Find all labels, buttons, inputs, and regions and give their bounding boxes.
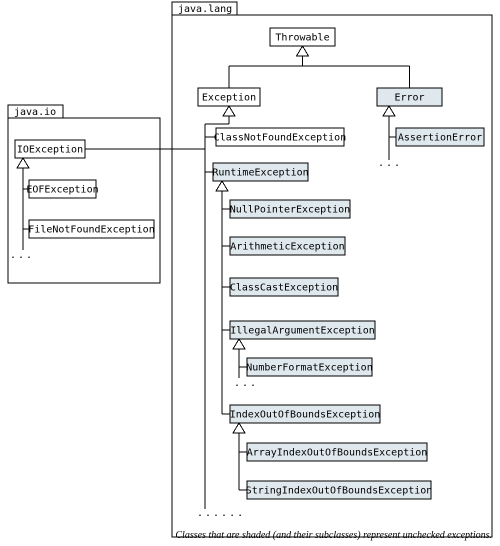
class-label-assertion: AssertionError (398, 133, 482, 144)
class-label-npe: NullPointerException (230, 205, 350, 216)
class-label-rte: RuntimeException (212, 168, 308, 179)
class-label-fnf: FileNotFoundException (28, 225, 154, 236)
inherit-arrow (383, 106, 395, 116)
inherit-arrow (233, 339, 245, 349)
class-label-sioobe: StringIndexOutOfBoundsException (246, 486, 433, 497)
class-label-iae: IllegalArgumentException (230, 326, 375, 337)
class-label-error: Error (394, 93, 424, 104)
class-label-cce: ClassCastException (230, 283, 338, 294)
pkg-label-java_lang: java.lang (178, 4, 232, 15)
inherit-arrow (297, 46, 309, 56)
inherit-arrow (233, 423, 245, 433)
dots: ... (10, 250, 34, 261)
class-label-exception: Exception (202, 93, 256, 104)
class-label-ae: ArithmeticException (230, 242, 344, 253)
inherit-arrow (216, 181, 228, 191)
class-label-cnf: ClassNotFoundException (214, 133, 346, 144)
class-label-nfe: NumberFormatException (246, 363, 372, 374)
dots: ...... (197, 508, 245, 519)
class-label-aioobe: ArrayIndexOutOfBoundsException (247, 448, 428, 459)
inherit-arrow (223, 106, 235, 116)
dots: ... (378, 158, 402, 169)
class-label-throwable: Throwable (275, 33, 329, 44)
pkg-label-java_io: java.io (14, 107, 56, 118)
class-label-eof: EOFException (26, 185, 98, 196)
class-label-ioobe: IndexOutOfBoundsException (230, 410, 381, 421)
caption: Classes that are shaded (and their subcl… (175, 530, 492, 541)
dots: ... (234, 378, 258, 389)
class-label-ioexception: IOException (17, 145, 83, 156)
inherit-arrow (17, 158, 29, 168)
exception-hierarchy-diagram: java.lang java.io Throwable Exception Error I… (0, 0, 500, 546)
